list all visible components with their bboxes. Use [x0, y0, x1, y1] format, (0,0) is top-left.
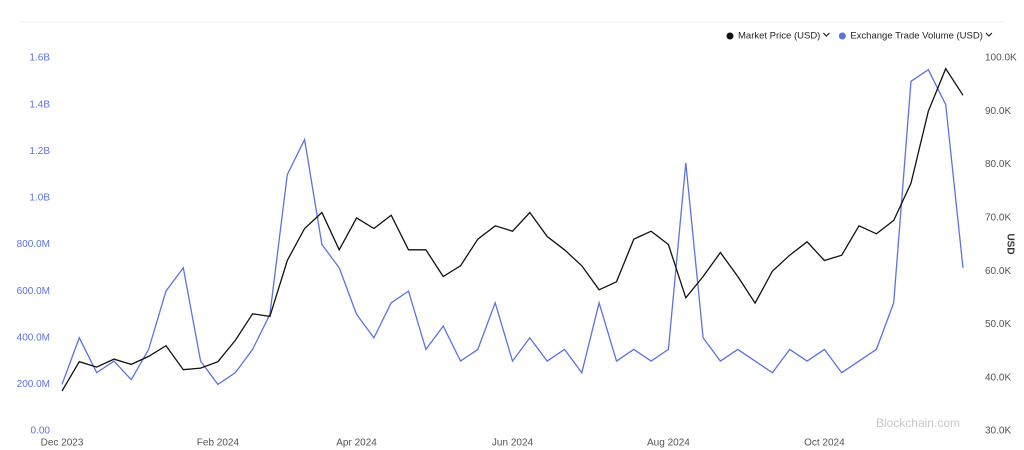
y2-tick-label: 80.0K	[985, 159, 1011, 170]
y-tick-label: 1.4B	[29, 99, 50, 110]
y-tick-label: 200.0M	[17, 379, 50, 390]
x-tick-label: Jun 2024	[492, 438, 534, 449]
legend-marker	[838, 32, 846, 40]
y2-tick-label: 50.0K	[985, 319, 1011, 330]
y2-tick-label: 100.0K	[985, 53, 1017, 64]
y-tick-label: 0.00	[31, 426, 51, 437]
legend-marker	[726, 32, 734, 40]
y2-tick-label: 30.0K	[985, 426, 1011, 437]
legend-chevron	[985, 32, 993, 37]
y-tick-label: 800.0M	[17, 239, 50, 250]
x-tick-label: Feb 2024	[197, 438, 240, 449]
y2-tick-label: 60.0K	[985, 266, 1011, 277]
x-tick-label: Aug 2024	[647, 438, 690, 449]
x-tick-label: Dec 2023	[41, 438, 84, 449]
y-tick-label: 400.0M	[17, 332, 50, 343]
x-tick-label: Oct 2024	[804, 438, 845, 449]
legend-label: Market Price (USD)	[738, 31, 820, 42]
legend-label: Exchange Trade Volume (USD)	[850, 31, 983, 42]
y2-tick-label: 70.0K	[985, 212, 1011, 223]
watermark: Blockchain.com	[876, 416, 960, 430]
legend-chevron	[822, 32, 830, 37]
series-line	[61, 67, 964, 392]
y-tick-label: 1.2B	[29, 146, 50, 157]
y2-tick-label: 90.0K	[985, 106, 1011, 117]
y2-tick-label: 40.0K	[985, 372, 1011, 383]
y-tick-label: 1.0B	[29, 193, 50, 204]
y-tick-label: 1.6B	[29, 53, 50, 64]
series-line	[61, 68, 964, 386]
y-tick-label: 600.0M	[17, 286, 50, 297]
x-tick-label: Apr 2024	[336, 438, 377, 449]
y2-axis-title: USD	[1004, 233, 1015, 254]
